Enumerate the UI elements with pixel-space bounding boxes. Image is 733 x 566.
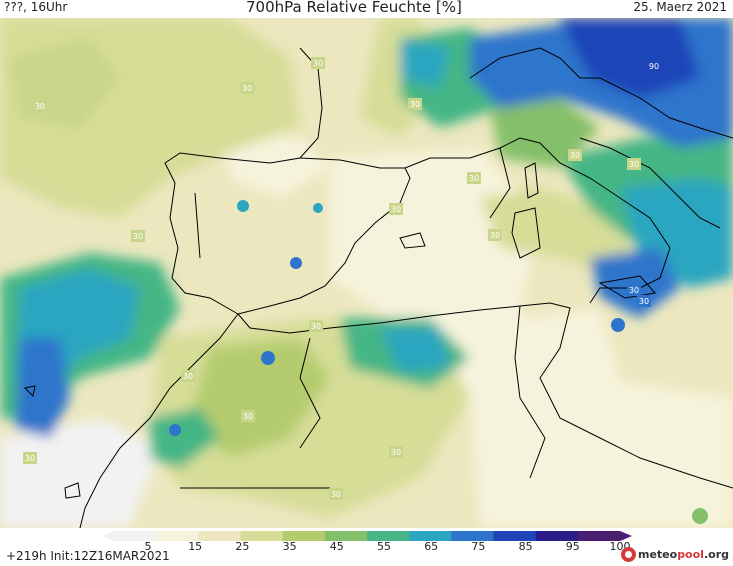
legend-colorbar <box>102 531 632 541</box>
legend-arrow-left <box>102 531 114 541</box>
map-title: 700hPa Relative Feuchte [%] <box>246 0 462 16</box>
contour-label: 30 <box>629 286 639 295</box>
brand-accent: pool <box>677 548 704 561</box>
legend-tick-label: 5 <box>144 540 152 553</box>
contour-label: 30 <box>490 231 500 240</box>
contour-label: 30 <box>629 160 639 169</box>
run-info: +219h Init:12Z16MAR2021 <box>6 549 170 563</box>
legend-tick-label: 35 <box>282 540 297 553</box>
contour-label: 30 <box>243 412 253 421</box>
contour-label: 30 <box>35 102 45 111</box>
contour-label: 30 <box>469 174 479 183</box>
legend-tick-label: 15 <box>188 540 203 553</box>
legend-tick-label: 85 <box>518 540 533 553</box>
legend-swatch <box>535 531 579 541</box>
contour-label: 30 <box>313 59 323 68</box>
legend-tick-label: 95 <box>565 540 580 553</box>
contour-label: 30 <box>410 100 420 109</box>
contour-label: 30 <box>639 297 649 306</box>
legend-swatch <box>409 531 452 541</box>
legend-swatch <box>240 531 284 541</box>
legend-swatch <box>156 531 199 541</box>
brand-logo: meteo pool .org <box>620 547 729 562</box>
brand-tld: .org <box>703 548 729 561</box>
legend-swatch <box>577 531 621 541</box>
legend-swatch <box>282 531 326 541</box>
legend-swatch <box>451 531 494 541</box>
contour-label: 30 <box>242 84 252 93</box>
legend-swatch <box>198 531 241 541</box>
contour-label: 30 <box>570 151 580 160</box>
contour-label: 30 <box>25 454 35 463</box>
brand-icon <box>620 547 636 562</box>
legend-tick-label: 55 <box>377 540 391 553</box>
legend-tick-label: 45 <box>329 540 344 553</box>
legend-tick-label: 25 <box>235 540 250 553</box>
contour-label: 30 <box>331 490 341 499</box>
legend-tick-label: 75 <box>471 540 486 553</box>
legend-arrow-right <box>620 531 632 541</box>
legend-swatch <box>324 531 368 541</box>
contour-label: 30 <box>391 448 401 457</box>
legend-swatch <box>114 531 157 541</box>
contour-label: 30 <box>183 372 193 381</box>
contour-label: 30 <box>391 205 401 214</box>
header: ???, 16Uhr 700hPa Relative Feuchte [%] 2… <box>0 0 733 18</box>
valid-time-label: ???, 16Uhr <box>4 0 68 14</box>
date-label: 25. Maerz 2021 <box>633 0 727 14</box>
humidity-map: 30 30 30 30 30 30 30 30 30 30 30 30 30 3… <box>0 18 733 529</box>
legend-swatch <box>493 531 537 541</box>
contour-label: 30 <box>311 322 321 331</box>
legend-tick-label: 65 <box>424 540 439 553</box>
legend-swatch <box>367 531 410 541</box>
brand-main: meteo <box>637 548 678 561</box>
contour-label: 90 <box>649 62 659 71</box>
color-legend: 5 15 25 35 45 55 65 75 85 95 100 +219h Init:12Z16M… <box>0 528 733 566</box>
map-canvas: 30 30 30 30 30 30 30 30 30 30 30 30 30 3… <box>0 18 733 529</box>
contour-label: 30 <box>133 232 143 241</box>
contour-labels: 30 30 30 30 30 30 30 30 30 30 30 30 30 3… <box>23 57 661 500</box>
